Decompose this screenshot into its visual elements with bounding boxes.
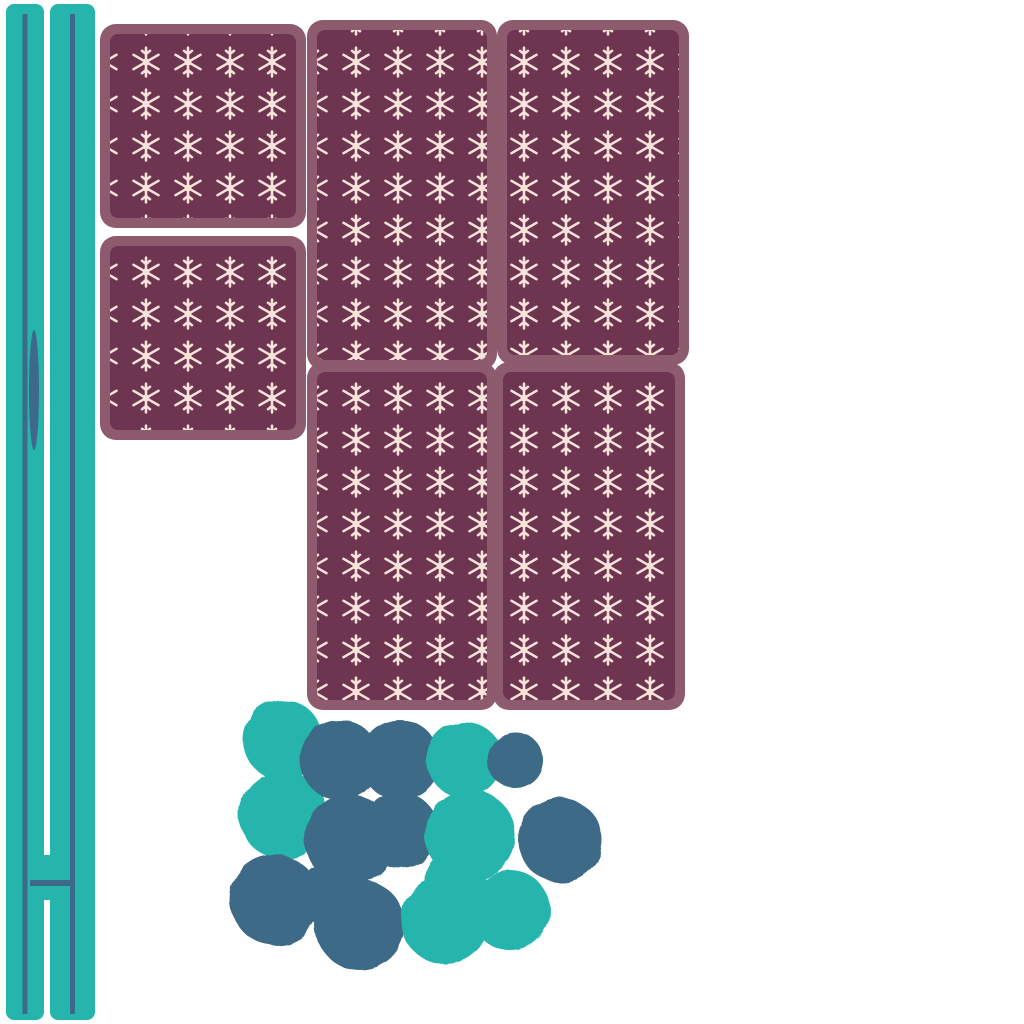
snowflake-panel — [503, 372, 675, 700]
color-blobs — [230, 700, 602, 970]
color-blob — [518, 798, 602, 882]
snowflake-panel — [507, 30, 679, 355]
snowflake-panel — [317, 372, 487, 700]
color-blob — [470, 870, 550, 950]
color-blob — [360, 720, 440, 800]
strip-joint-line — [30, 880, 70, 886]
strip-line — [22, 14, 28, 1014]
snowflake-panels — [100, 20, 689, 710]
color-blob — [427, 722, 503, 798]
color-blob — [362, 792, 438, 868]
strip-joint — [30, 855, 70, 900]
color-blob — [300, 720, 380, 800]
color-blob — [487, 732, 543, 788]
color-blob — [230, 855, 320, 945]
snowflake-panel — [110, 246, 296, 430]
color-blob — [425, 850, 485, 910]
color-blob — [298, 863, 362, 927]
strip-bulge — [29, 330, 39, 450]
snowflake-panel — [317, 30, 487, 360]
snowflake-panel — [110, 34, 296, 218]
strip-line — [70, 14, 75, 1014]
color-blob — [239, 771, 327, 859]
teal-strips — [6, 4, 95, 1020]
